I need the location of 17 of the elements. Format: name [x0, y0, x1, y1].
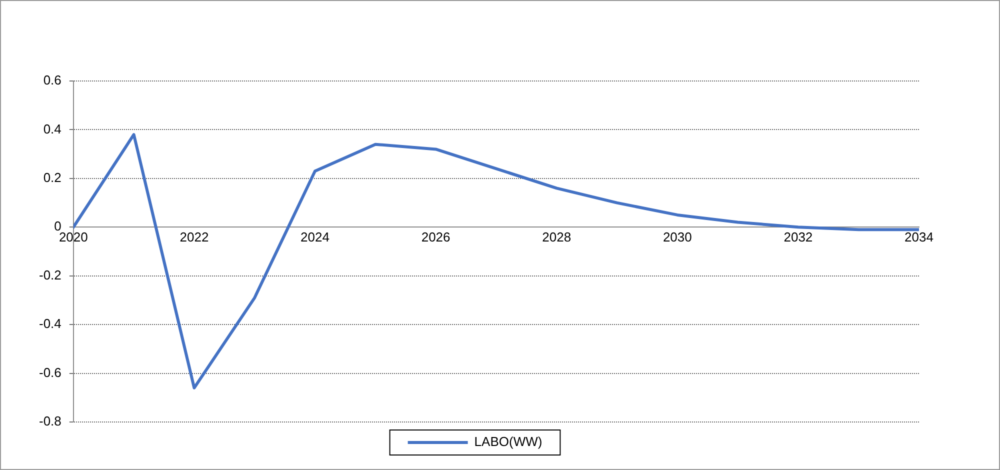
- y-tick-label: -0.6: [38, 364, 62, 380]
- x-tick-label: 2024: [300, 230, 330, 245]
- y-tick-label: 0.2: [43, 170, 62, 186]
- x-tick-label: 2030: [662, 230, 692, 245]
- y-tick-label: 0.4: [43, 121, 62, 136]
- y-tick-label: 0.6: [43, 72, 62, 88]
- y-tick-label: -0.8: [38, 414, 62, 429]
- x-tick-label: 2022: [180, 230, 209, 245]
- x-tick-label: 2020: [58, 230, 88, 245]
- legend-label: LABO(WW): [474, 434, 542, 450]
- y-tick-label: -0.2: [38, 267, 62, 282]
- y-tick-label: 0: [54, 218, 62, 234]
- x-tick-label: 2028: [542, 230, 572, 245]
- x-tick-label: 2032: [784, 230, 813, 245]
- x-tick-label: 2026: [421, 230, 450, 245]
- x-tick-label: 2034: [904, 230, 934, 245]
- y-tick-label: -0.4: [38, 316, 62, 332]
